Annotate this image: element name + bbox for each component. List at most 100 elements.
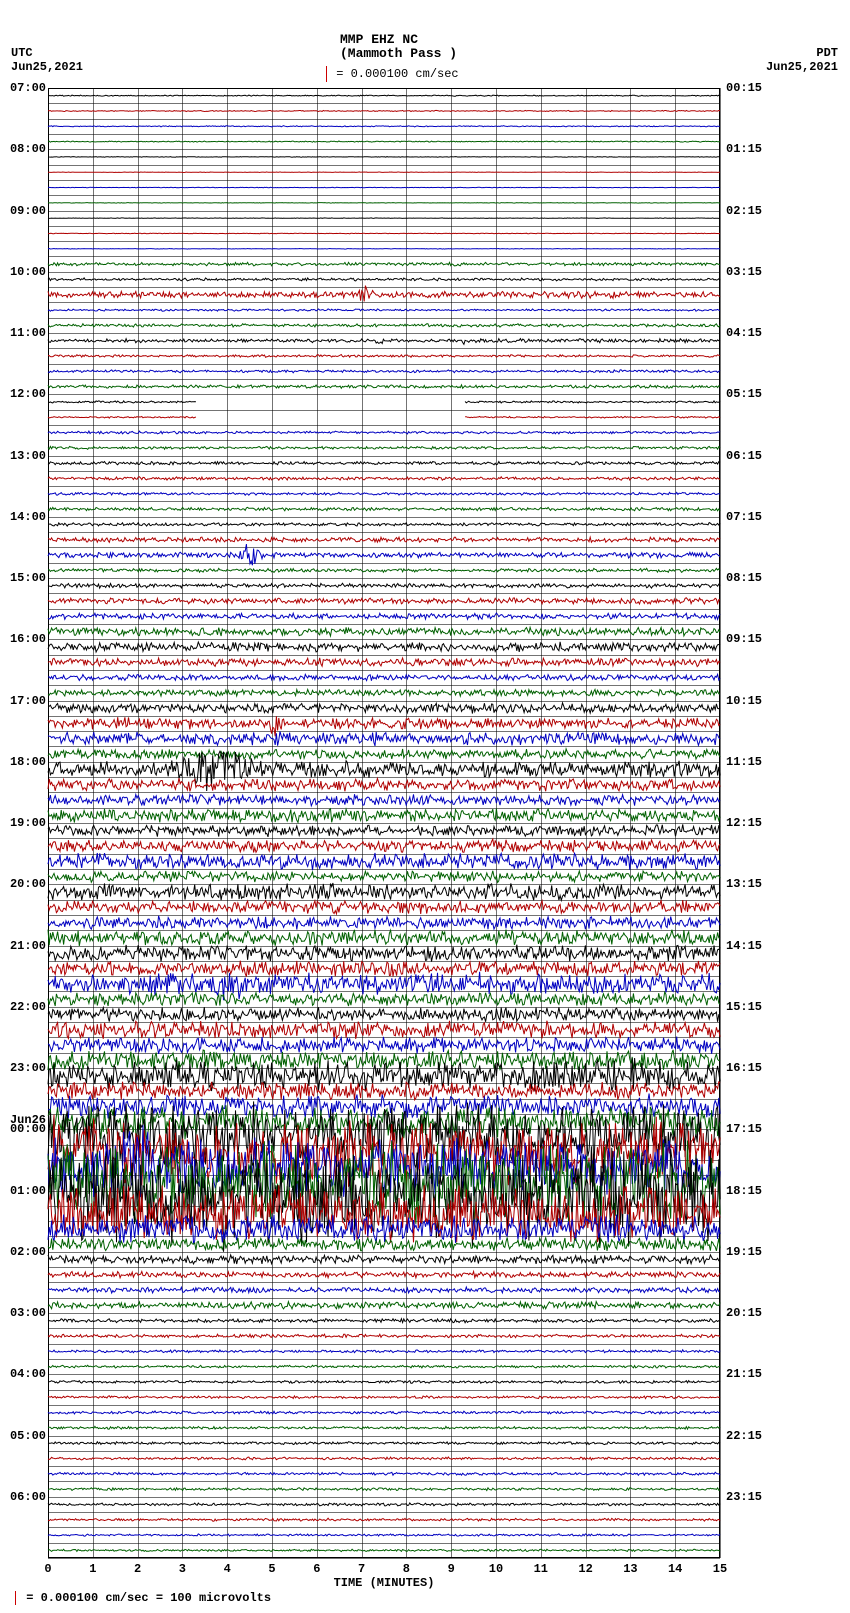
utc-hour-label: 05:00 bbox=[0, 1429, 46, 1443]
trace-row bbox=[48, 1272, 720, 1278]
pdt-hour-label: 10:15 bbox=[726, 694, 762, 708]
trace-layer bbox=[48, 88, 720, 1558]
utc-hour-label: 02:00 bbox=[0, 1245, 46, 1259]
trace-row bbox=[48, 1488, 720, 1491]
pdt-hour-label: 22:15 bbox=[726, 1429, 762, 1443]
trace-row bbox=[48, 1549, 720, 1551]
trace-row bbox=[48, 703, 720, 714]
trace-row bbox=[48, 1472, 720, 1475]
x-tick-label: 15 bbox=[710, 1562, 730, 1576]
trace-row bbox=[48, 218, 720, 219]
trace-row bbox=[48, 972, 720, 1000]
x-tick-label: 7 bbox=[352, 1562, 372, 1576]
pdt-hour-label: 17:15 bbox=[726, 1122, 762, 1136]
trace-row bbox=[48, 416, 720, 418]
pdt-hour-label: 01:15 bbox=[726, 142, 762, 156]
pdt-hour-label: 00:15 bbox=[726, 81, 762, 95]
utc-hour-label: 22:00 bbox=[0, 1000, 46, 1014]
trace-row bbox=[48, 568, 720, 572]
pdt-hour-label: 07:15 bbox=[726, 510, 762, 524]
x-tick-label: 2 bbox=[128, 1562, 148, 1576]
trace-row bbox=[48, 583, 720, 588]
trace-row bbox=[48, 370, 720, 373]
trace-row bbox=[48, 992, 720, 1006]
trace-row bbox=[48, 141, 720, 142]
pdt-hour-label: 19:15 bbox=[726, 1245, 762, 1259]
left-date-label: Jun25,2021 bbox=[11, 60, 83, 74]
trace-row bbox=[48, 916, 720, 930]
trace-row bbox=[48, 385, 720, 388]
trace-row bbox=[48, 544, 720, 565]
trace-row bbox=[48, 1287, 720, 1293]
trace-row bbox=[48, 95, 720, 96]
x-tick-label: 0 bbox=[38, 1562, 58, 1576]
trace-row bbox=[48, 262, 720, 265]
trace-row bbox=[48, 824, 720, 837]
trace-row bbox=[48, 716, 720, 736]
trace-row bbox=[48, 401, 720, 403]
x-tick-label: 6 bbox=[307, 1562, 327, 1576]
trace-row bbox=[48, 598, 720, 604]
footer-scale-text: = 0.000100 cm/sec = 100 microvolts bbox=[26, 1591, 271, 1605]
pdt-hour-label: 09:15 bbox=[726, 632, 762, 646]
pdt-hour-label: 15:15 bbox=[726, 1000, 762, 1014]
scale-bar-icon bbox=[15, 1591, 16, 1605]
pdt-hour-label: 04:15 bbox=[726, 326, 762, 340]
utc-hour-label: 15:00 bbox=[0, 571, 46, 585]
trace-row bbox=[48, 187, 720, 188]
trace-row bbox=[48, 1518, 720, 1521]
utc-hour-label: 10:00 bbox=[0, 265, 46, 279]
trace-row bbox=[48, 1365, 720, 1368]
x-tick-label: 13 bbox=[620, 1562, 640, 1576]
trace-row bbox=[48, 172, 720, 173]
x-tick-label: 9 bbox=[441, 1562, 461, 1576]
x-tick-label: 12 bbox=[576, 1562, 596, 1576]
pdt-hour-label: 03:15 bbox=[726, 265, 762, 279]
trace-row bbox=[48, 1302, 720, 1310]
utc-hour-label: 16:00 bbox=[0, 632, 46, 646]
right-tz-label: PDT bbox=[816, 46, 838, 60]
scale-legend: = 0.000100 cm/sec bbox=[324, 66, 459, 82]
pdt-hour-label: 06:15 bbox=[726, 449, 762, 463]
utc-hour-label: 11:00 bbox=[0, 326, 46, 340]
trace-row bbox=[48, 1442, 720, 1445]
pdt-hour-label: 13:15 bbox=[726, 877, 762, 891]
trace-row bbox=[48, 900, 720, 914]
trace-row bbox=[48, 355, 720, 358]
utc-hour-label: 21:00 bbox=[0, 939, 46, 953]
trace-row bbox=[48, 233, 720, 234]
x-tick-label: 1 bbox=[83, 1562, 103, 1576]
trace-row bbox=[48, 809, 720, 823]
x-tick-label: 14 bbox=[665, 1562, 685, 1576]
utc-hour-label: 08:00 bbox=[0, 142, 46, 156]
seismogram-container: MMP EHZ NC (Mammoth Pass ) UTC Jun25,202… bbox=[0, 0, 850, 1613]
trace-row bbox=[48, 431, 720, 434]
utc-hour-label: 04:00 bbox=[0, 1367, 46, 1381]
x-axis-title: TIME (MINUTES) bbox=[48, 1576, 720, 1590]
trace-row bbox=[48, 110, 720, 111]
trace-row bbox=[48, 324, 720, 327]
grid-vertical bbox=[720, 88, 721, 1558]
pdt-hour-label: 20:15 bbox=[726, 1306, 762, 1320]
trace-row bbox=[48, 537, 720, 542]
utc-hour-label: 12:00 bbox=[0, 387, 46, 401]
utc-hour-label: 06:00 bbox=[0, 1490, 46, 1504]
footer-scale: = 0.000100 cm/sec = 100 microvolts bbox=[6, 1591, 271, 1605]
utc-hour-label: 23:00 bbox=[0, 1061, 46, 1075]
utc-hour-label: 17:00 bbox=[0, 694, 46, 708]
station-code: MMP EHZ NC bbox=[340, 32, 418, 47]
utc-hour-label: 00:00 bbox=[0, 1122, 46, 1136]
pdt-hour-label: 23:15 bbox=[726, 1490, 762, 1504]
pdt-hour-label: 12:15 bbox=[726, 816, 762, 830]
pdt-hour-label: 18:15 bbox=[726, 1184, 762, 1198]
trace-row bbox=[48, 658, 720, 667]
utc-hour-label: 14:00 bbox=[0, 510, 46, 524]
trace-row bbox=[48, 1426, 720, 1429]
pdt-hour-label: 14:15 bbox=[726, 939, 762, 953]
trace-row bbox=[48, 157, 720, 158]
scale-text: = 0.000100 cm/sec bbox=[336, 67, 458, 81]
trace-row bbox=[48, 642, 720, 652]
trace-row bbox=[48, 1381, 720, 1384]
trace-row bbox=[48, 1334, 720, 1337]
trace-row bbox=[48, 961, 720, 977]
